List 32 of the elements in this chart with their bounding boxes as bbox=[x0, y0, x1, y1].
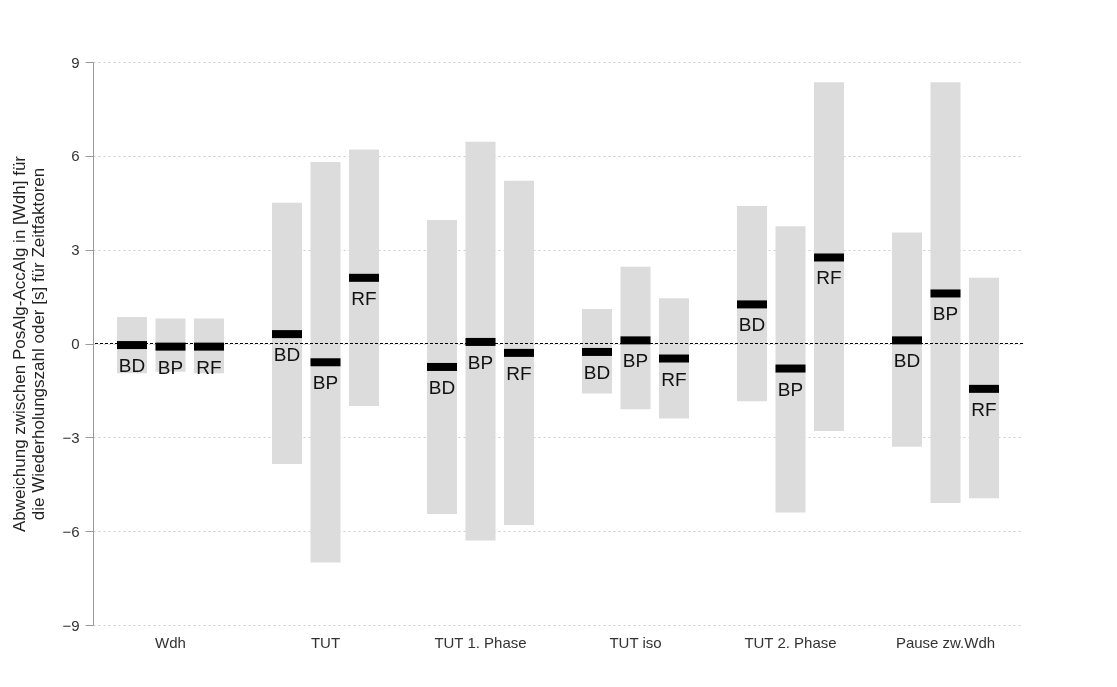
text: RF bbox=[661, 368, 687, 390]
y-tick-label: 9 bbox=[71, 53, 80, 71]
text: BP bbox=[777, 378, 804, 400]
y-tick-label: −9 bbox=[62, 616, 80, 634]
x-tick-label: Wdh bbox=[155, 633, 186, 651]
text: BD bbox=[893, 350, 921, 372]
y-tick-label: −3 bbox=[62, 428, 80, 446]
series-label: RF bbox=[196, 356, 222, 378]
text: RF bbox=[971, 398, 997, 420]
x-tick-label: TUT 1. Phase bbox=[434, 633, 527, 651]
text: RF bbox=[351, 287, 377, 309]
y-tick-label: 0 bbox=[71, 335, 80, 352]
text: BD bbox=[738, 314, 766, 336]
text: RF bbox=[816, 267, 842, 289]
series-label: BD bbox=[583, 361, 611, 383]
y-tick-label: 3 bbox=[71, 241, 80, 259]
text: BP bbox=[312, 372, 339, 394]
text: BD bbox=[118, 355, 146, 377]
text: BP bbox=[932, 303, 959, 325]
y-axis-title: Abweichung zwischen PosAlg-AccAlg in [Wdh] für die Wiederholungszahl oder [s] für Zeitfaktoren bbox=[10, 155, 49, 533]
x-tick-label: TUT 2. Phase bbox=[744, 633, 837, 651]
text: BD bbox=[428, 376, 456, 398]
x-tick-label: Pause zw.Wdh bbox=[895, 633, 996, 651]
text: BP bbox=[467, 351, 494, 373]
y-tick-label: −6 bbox=[62, 522, 80, 540]
series-label: BP bbox=[157, 356, 184, 378]
y-tick-label: 6 bbox=[71, 147, 80, 165]
x-tick-label: TUT iso bbox=[609, 633, 662, 651]
x-tick-label: TUT bbox=[310, 633, 341, 651]
text: BP bbox=[622, 350, 649, 372]
text: RF bbox=[506, 362, 532, 384]
text: BD bbox=[273, 344, 301, 366]
